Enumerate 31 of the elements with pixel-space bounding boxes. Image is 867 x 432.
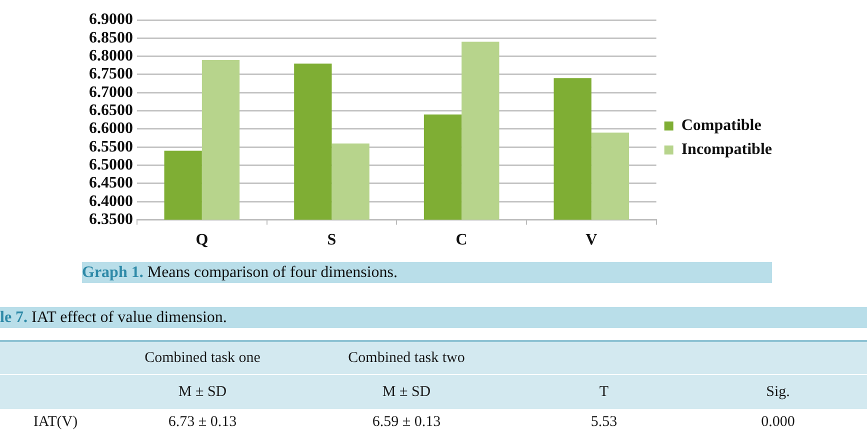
x-tick-label: C (456, 232, 468, 249)
text: IAT(V) (33, 414, 78, 430)
text: M ± SD (178, 384, 227, 400)
y-tick-label: 6.4500 (89, 174, 133, 192)
y-tick-label: 6.6500 (89, 102, 133, 119)
text: Combined task two (348, 350, 465, 366)
y-tick-label: 6.4000 (89, 192, 133, 210)
y-tick-label: 6.3500 (89, 210, 133, 228)
text: 5.53 (590, 414, 618, 430)
y-tick-label: 6.7500 (89, 66, 133, 83)
y-tick-label: 6.5500 (89, 138, 133, 156)
text: Sig. (766, 384, 790, 400)
legend-label: Incompatible (681, 141, 772, 158)
y-tick-label: 6.8500 (89, 29, 133, 46)
text: T (599, 384, 609, 400)
text: le 7. IAT effect of value dimension. (0, 307, 867, 328)
y-tick-label: 6.9000 (89, 11, 133, 28)
caption: Graph 1. Means comparison of four dimensions. (82, 262, 772, 283)
text: Combined task one (144, 350, 260, 366)
text: M ± SD (382, 384, 431, 400)
text: 0.000 (761, 414, 795, 430)
text: 6.59 ± 0.13 (372, 414, 441, 430)
x-tick-label: S (327, 232, 336, 249)
y-tick-label: 6.7000 (89, 84, 133, 101)
x-tick-label: Q (196, 232, 208, 249)
y-tick-label: 6.8000 (89, 47, 133, 64)
text: 6.73 ± 0.13 (168, 414, 237, 430)
y-tick-label: 6.6000 (89, 120, 133, 138)
legend-label: Compatible (681, 117, 762, 134)
y-tick-label: 6.5000 (89, 156, 133, 174)
x-tick-label: V (586, 232, 598, 249)
